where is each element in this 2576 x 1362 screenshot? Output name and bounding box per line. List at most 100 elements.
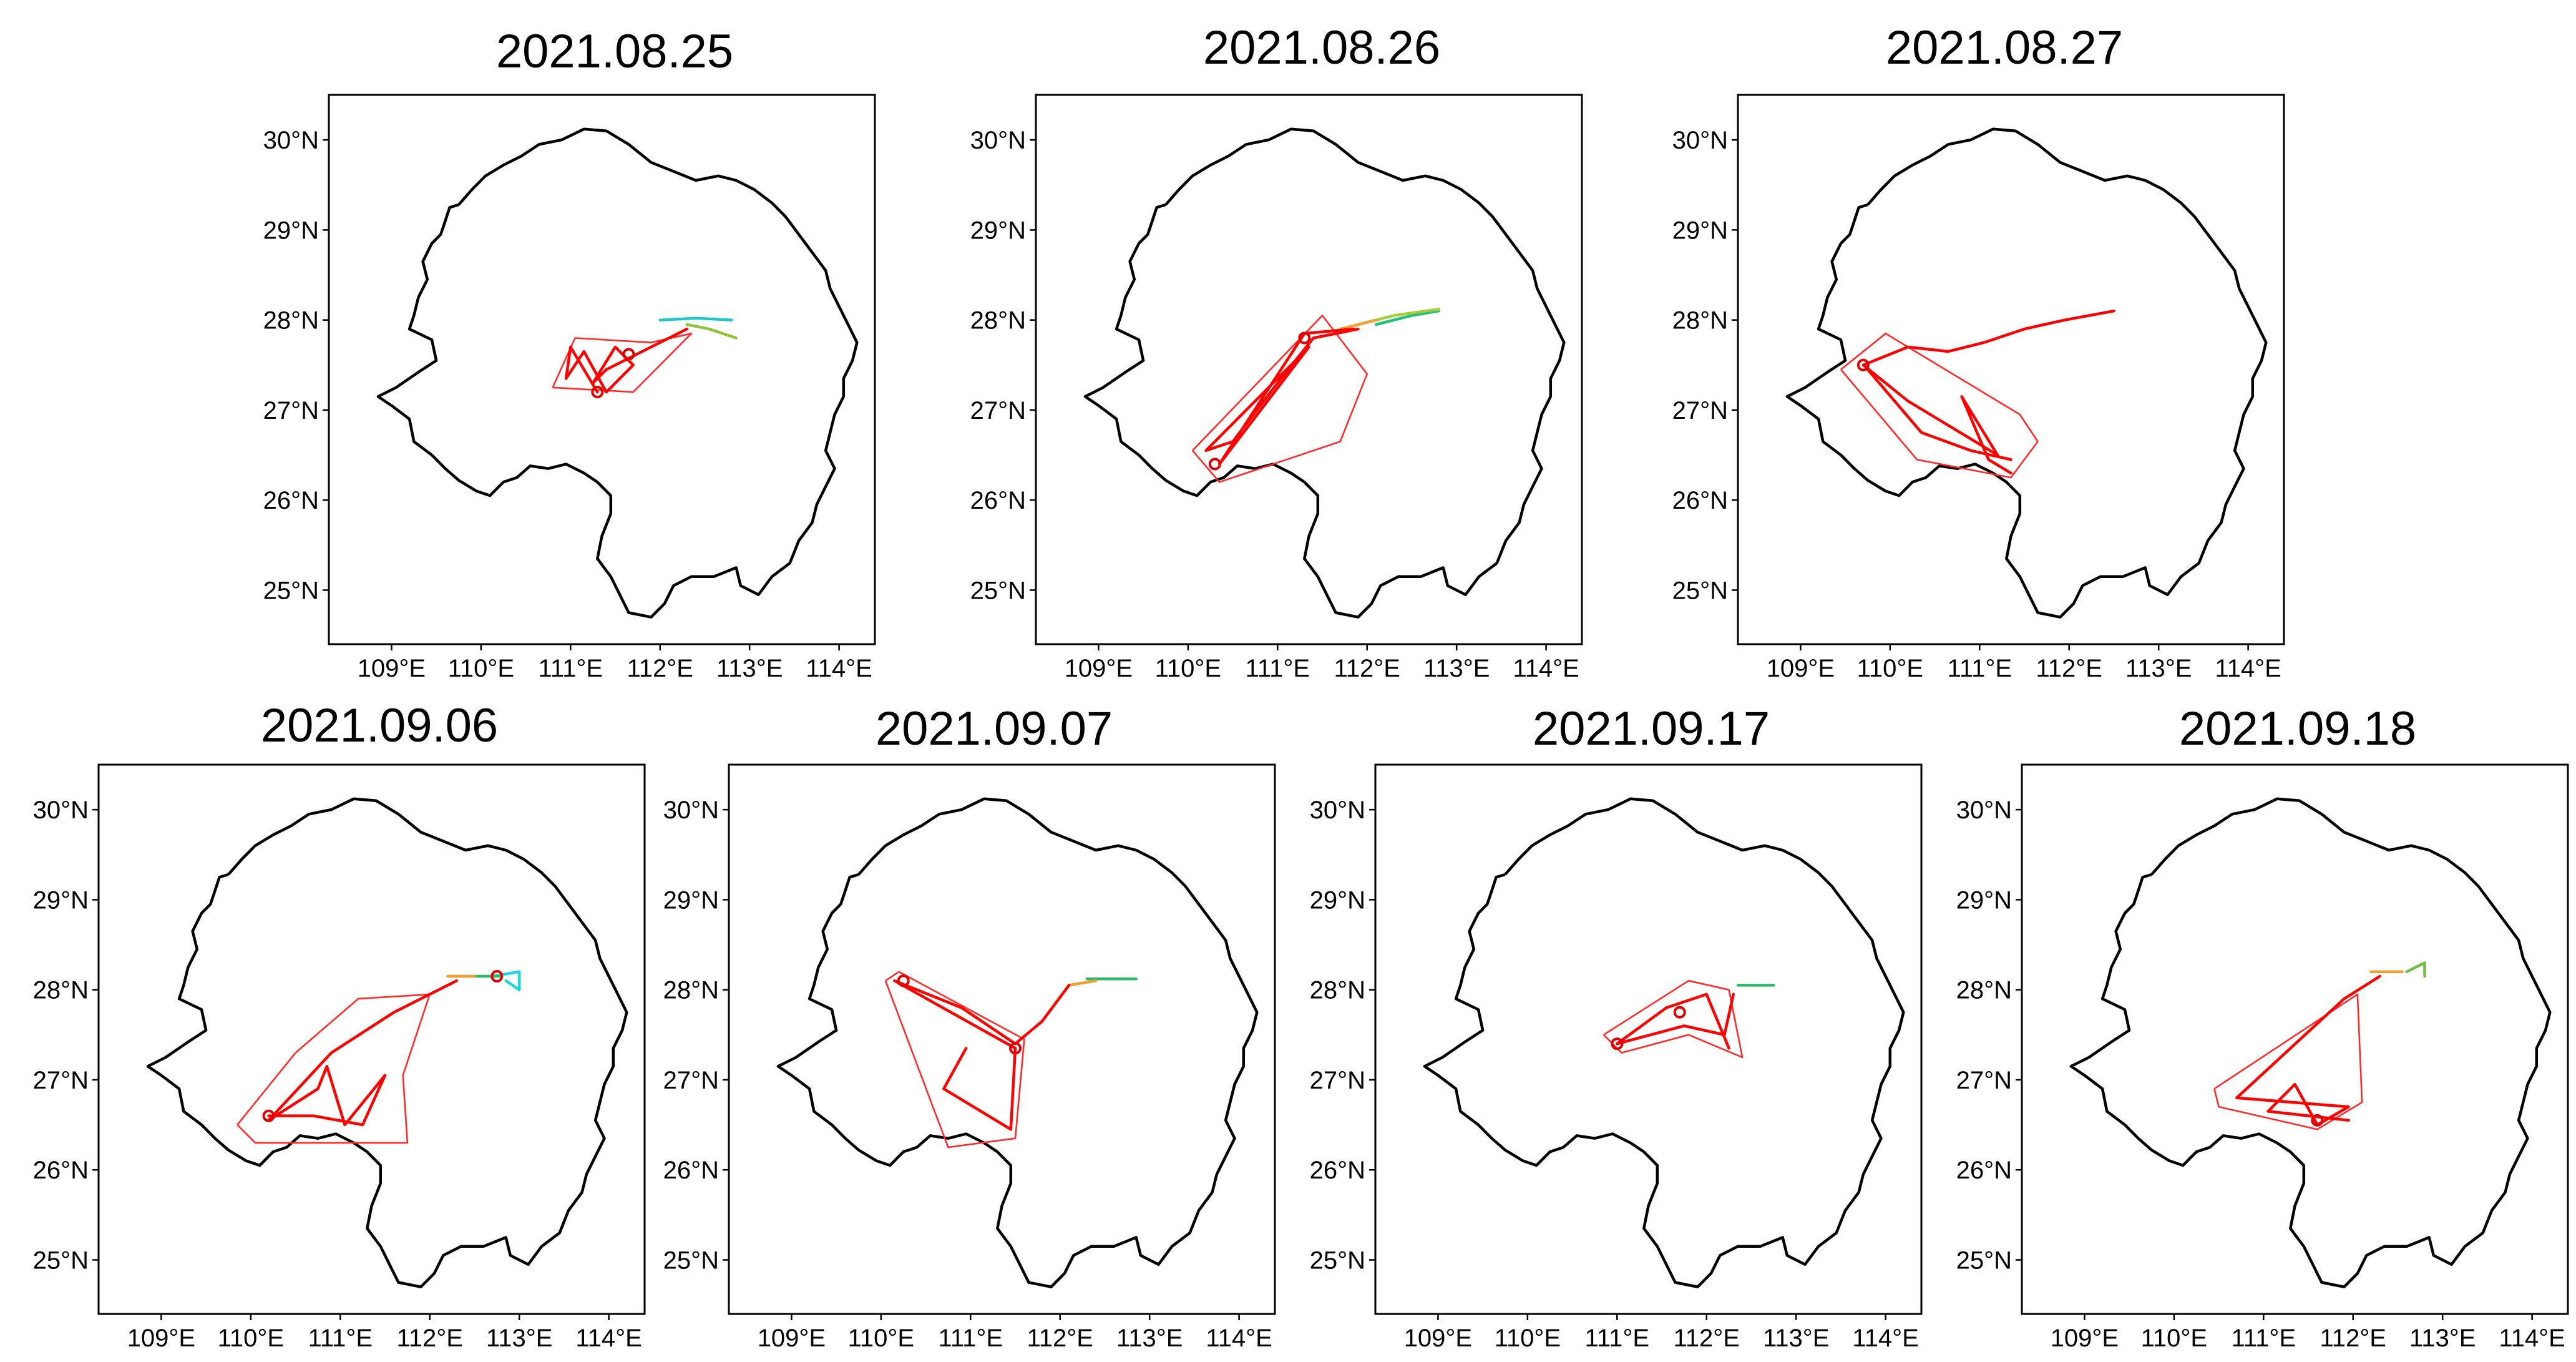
x-tick-label: 111°E bbox=[1585, 1325, 1649, 1352]
map-frame bbox=[1737, 94, 2285, 645]
flight-area-outline bbox=[237, 993, 431, 1144]
panel-2021-09-17: 2021.09.17 109°E 110°E 111°E 112°E 113°E 114°… bbox=[1310, 702, 1923, 1352]
y-tick-label: 28°N bbox=[1310, 977, 1365, 1004]
y-tick-label: 27°N bbox=[1310, 1067, 1365, 1094]
y-tick-label: 29°N bbox=[263, 217, 319, 244]
x-tick-label: 114°E bbox=[1513, 655, 1579, 682]
flight-track bbox=[658, 316, 733, 321]
x-tick-label: 113°E bbox=[716, 655, 783, 682]
x-tick-label: 112°E bbox=[1027, 1325, 1093, 1352]
y-tick-label: 30°N bbox=[1310, 796, 1365, 824]
x-tick-label: 112°E bbox=[397, 1325, 463, 1352]
y-tick-label: 27°N bbox=[263, 397, 319, 424]
y-tick-label: 25°N bbox=[663, 1247, 719, 1274]
flight-track bbox=[267, 979, 459, 1127]
y-tick-label: 25°N bbox=[33, 1247, 89, 1274]
y-tick-label: 28°N bbox=[1956, 977, 2012, 1004]
track-loop-marker bbox=[622, 348, 635, 361]
y-tick-label: 25°N bbox=[1672, 577, 1728, 604]
track-loop-marker bbox=[1856, 358, 1870, 371]
x-tick-label: 109°E bbox=[1065, 655, 1133, 682]
y-tick-label: 30°N bbox=[663, 796, 719, 824]
y-tick-label: 25°N bbox=[970, 577, 1026, 604]
y-tick-label: 25°N bbox=[1310, 1247, 1365, 1274]
y-tick-label: 28°N bbox=[663, 977, 719, 1004]
flight-area-outline bbox=[884, 971, 1025, 1149]
x-tick-label: 109°E bbox=[1404, 1325, 1472, 1352]
x-tick-label: 112°E bbox=[627, 655, 693, 682]
y-tick-label: 26°N bbox=[1956, 1157, 2012, 1184]
flight-track bbox=[1861, 309, 2115, 475]
track-loop-marker bbox=[591, 386, 604, 399]
panel-title: 2021.08.26 bbox=[1203, 21, 1440, 74]
x-tick-label: 113°E bbox=[1423, 655, 1490, 682]
y-tick-label: 25°N bbox=[1956, 1247, 2012, 1274]
x-tick-label: 114°E bbox=[1206, 1325, 1272, 1352]
flight-area-outline bbox=[1840, 332, 2039, 479]
map-frame bbox=[1374, 763, 1923, 1315]
x-tick-label: 110°E bbox=[848, 1325, 914, 1352]
x-tick-label: 113°E bbox=[1763, 1325, 1829, 1352]
flight-area-outline bbox=[2213, 993, 2363, 1130]
x-tick-label: 114°E bbox=[2215, 655, 2281, 682]
x-tick-label: 111°E bbox=[2232, 1325, 2296, 1352]
flight-track bbox=[2405, 961, 2426, 978]
panel-2021-09-18: 2021.09.18 109°E 110°E 111°E 112°E 113°E 114°… bbox=[1956, 702, 2569, 1352]
y-tick-label: 30°N bbox=[263, 127, 319, 154]
province-border bbox=[1785, 127, 2268, 619]
map-frame bbox=[728, 763, 1276, 1315]
y-tick-label: 28°N bbox=[970, 307, 1026, 335]
x-tick-label: 114°E bbox=[1852, 1325, 1918, 1352]
y-tick-label: 27°N bbox=[970, 397, 1026, 424]
province-border bbox=[2069, 797, 2552, 1288]
map-frame bbox=[1035, 94, 1583, 645]
flight-area-outline bbox=[1603, 979, 1744, 1059]
y-tick-label: 26°N bbox=[1672, 487, 1728, 514]
track-loop-marker bbox=[490, 970, 504, 983]
map-frame bbox=[328, 94, 876, 645]
y-tick-label: 29°N bbox=[663, 886, 719, 914]
y-tick-label: 28°N bbox=[263, 307, 319, 335]
x-tick-label: 111°E bbox=[539, 655, 603, 682]
flight-track bbox=[1616, 992, 1735, 1050]
flight-track bbox=[490, 970, 521, 991]
flight-track bbox=[1866, 368, 2012, 461]
x-tick-label: 110°E bbox=[1857, 655, 1923, 682]
province-border bbox=[1083, 127, 1566, 619]
panel-2021-09-06: 2021.09.06 109°E 110°E 111°E 112°E 113°E 114°… bbox=[33, 699, 646, 1352]
track-loop-marker bbox=[897, 974, 910, 987]
panel-2021-09-07: 2021.09.07 109°E 110°E 111°E 112°E 113°E 114°… bbox=[663, 702, 1276, 1352]
flight-track bbox=[1067, 979, 1098, 987]
province-border bbox=[1423, 797, 1905, 1288]
track-loop-marker bbox=[262, 1109, 275, 1122]
flight-area-outline bbox=[1192, 315, 1368, 483]
x-tick-label: 113°E bbox=[2409, 1325, 2476, 1352]
x-tick-label: 114°E bbox=[575, 1325, 642, 1352]
x-tick-label: 111°E bbox=[1948, 655, 2012, 682]
map-frame bbox=[2021, 763, 2569, 1315]
x-tick-label: 110°E bbox=[448, 655, 514, 682]
y-tick-label: 26°N bbox=[663, 1157, 719, 1184]
y-tick-label: 25°N bbox=[263, 577, 319, 604]
y-tick-label: 27°N bbox=[1672, 397, 1728, 424]
flight-track bbox=[1339, 318, 1378, 331]
y-tick-label: 29°N bbox=[1310, 886, 1365, 914]
panel-title: 2021.08.27 bbox=[1886, 21, 2123, 74]
y-tick-label: 26°N bbox=[1310, 1157, 1365, 1184]
y-tick-label: 30°N bbox=[1956, 796, 2012, 824]
panel-title: 2021.09.18 bbox=[2179, 702, 2416, 755]
y-tick-label: 30°N bbox=[1672, 127, 1728, 154]
x-tick-label: 111°E bbox=[939, 1325, 1003, 1352]
y-tick-label: 27°N bbox=[1956, 1067, 2012, 1094]
panel-2021-08-26: 2021.08.26 109°E 110°E 111°E 112°E 113°E 114°… bbox=[970, 21, 1583, 682]
panel-title: 2021.08.25 bbox=[496, 25, 733, 78]
x-tick-label: 109°E bbox=[127, 1325, 195, 1352]
panel-title: 2021.09.06 bbox=[261, 699, 498, 752]
x-tick-label: 109°E bbox=[758, 1325, 826, 1352]
track-loop-marker bbox=[1009, 1042, 1022, 1055]
x-tick-label: 110°E bbox=[1155, 655, 1221, 682]
y-tick-label: 27°N bbox=[663, 1067, 719, 1094]
x-tick-label: 110°E bbox=[218, 1325, 284, 1352]
y-tick-label: 26°N bbox=[970, 487, 1026, 514]
